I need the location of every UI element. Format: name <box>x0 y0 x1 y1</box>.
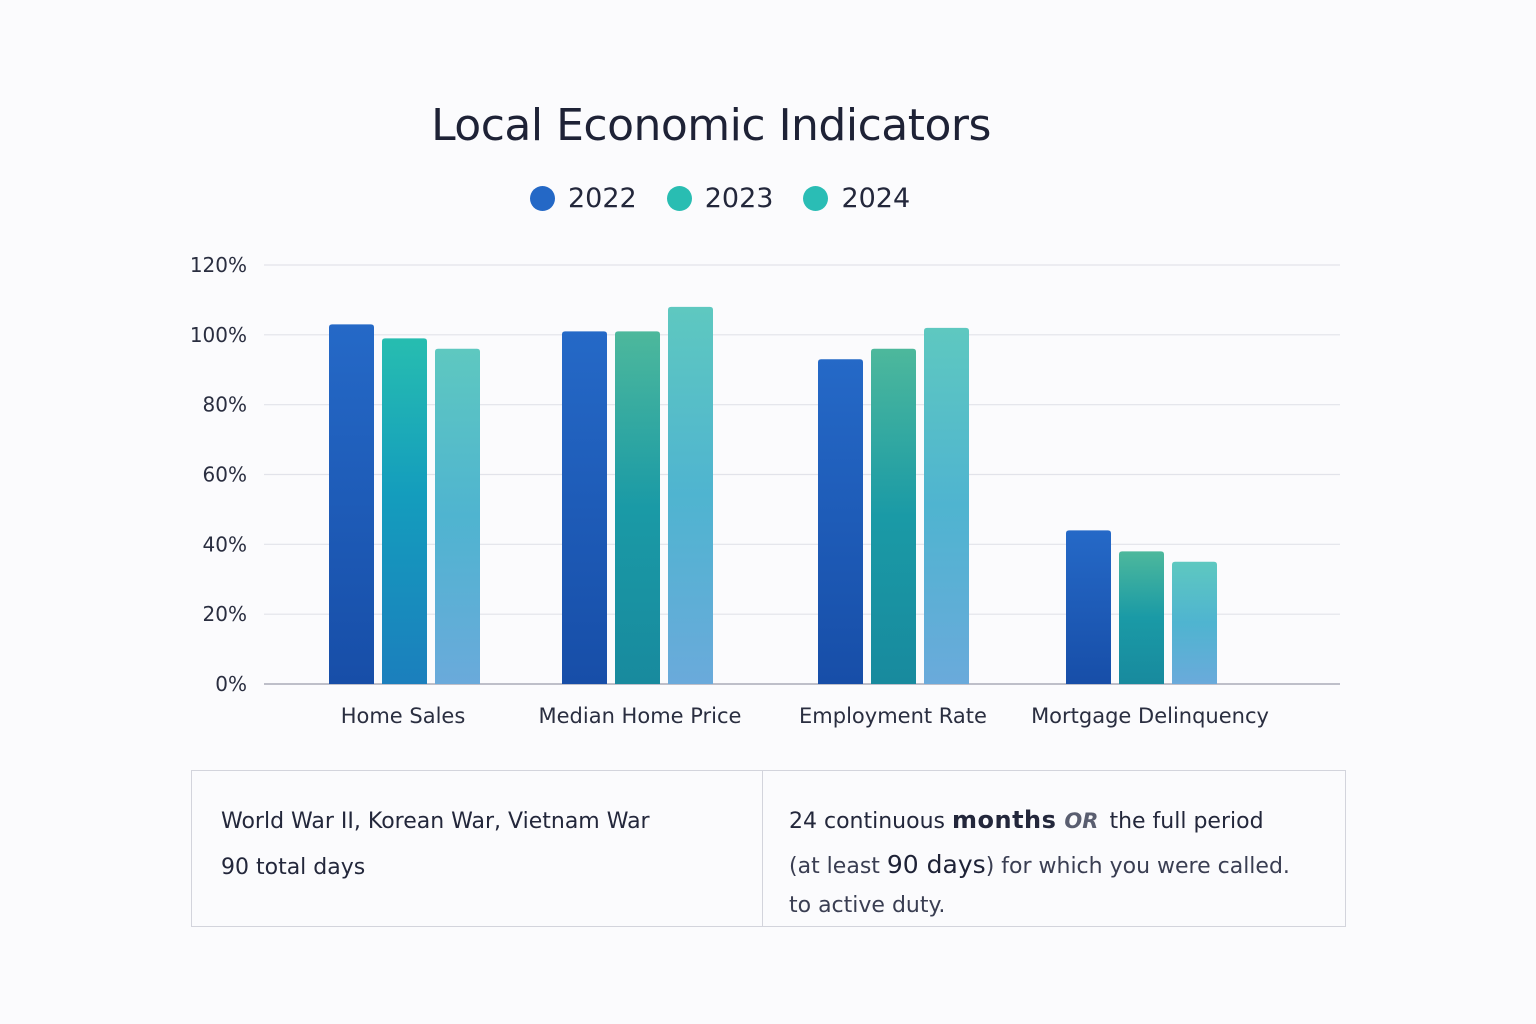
legend-item-2022[interactable]: 2022 <box>530 183 637 214</box>
text: 24 continuous <box>789 809 952 834</box>
text: (at least <box>789 854 887 879</box>
bar-2024-mortgage-delinquency[interactable] <box>1172 561 1217 684</box>
y-tick-label: 40% <box>203 532 247 556</box>
x-axis: Home Sales Median Home Price Employment Ra… <box>341 704 1269 728</box>
y-tick-label: 20% <box>203 602 247 626</box>
legend-item-2023[interactable]: 2023 <box>666 182 774 214</box>
chart-title: Local Economic Indicators <box>431 100 991 151</box>
requirement-line-2: (at least 90 days) for which you were ca… <box>789 843 1345 888</box>
bar-2022-home-sales[interactable] <box>329 324 374 684</box>
legend-item-2024[interactable]: 2024 <box>803 183 910 214</box>
text: the full period <box>1102 809 1264 834</box>
bar-2024-employment-rate[interactable] <box>924 327 969 684</box>
legend-dot-icon <box>803 185 829 211</box>
y-tick-label: 120% <box>190 253 247 277</box>
info-cell-right: 24 continuous months OR the full period (… <box>763 771 1345 926</box>
legend-label: 2023 <box>704 182 774 214</box>
bar-2024-home-sales[interactable] <box>435 348 480 684</box>
bar-2023-mortgage-delinquency[interactable] <box>1119 551 1164 684</box>
x-category-label: Mortgage Delinquency <box>1031 704 1269 728</box>
bold-months: months <box>951 806 1057 834</box>
requirement-line-3: to active duty. <box>789 893 946 918</box>
requirement-line-1: 24 continuous months OR the full period <box>789 799 1345 843</box>
y-tick-label: 0% <box>215 672 247 696</box>
bar-2022-mortgage-delinquency[interactable] <box>1066 530 1111 684</box>
bars <box>329 306 1217 684</box>
ninety-days-text: 90 days <box>886 850 986 879</box>
or-text: OR <box>1064 809 1099 833</box>
legend-dot-icon <box>530 185 555 211</box>
y-tick-label: 60% <box>203 463 247 487</box>
legend: 2022 2023 2024 <box>530 180 940 216</box>
bar-2023-median-home-price[interactable] <box>615 331 660 684</box>
y-tick-label: 100% <box>190 323 247 347</box>
legend-label: 2024 <box>841 182 911 214</box>
conflicts-text: World War II, Korean War, Vietnam War <box>221 809 650 834</box>
bar-2022-employment-rate[interactable] <box>818 359 863 684</box>
bar-2023-home-sales[interactable] <box>382 338 427 684</box>
info-cell-left: World War II, Korean War, Vietnam War 90… <box>192 771 763 926</box>
bar-chart: 0% 20% 40% 60% 80% 100% 120% Home Sales Median … <box>190 253 1340 728</box>
x-category-label: Employment Rate <box>799 704 987 728</box>
x-category-label: Home Sales <box>341 704 466 728</box>
x-category-label: Median Home Price <box>539 704 742 728</box>
bar-2022-median-home-price[interactable] <box>562 331 607 684</box>
text: ) for which you were called. <box>985 854 1290 879</box>
info-table: World War II, Korean War, Vietnam War 90… <box>191 770 1346 927</box>
legend-dot-icon <box>666 185 692 211</box>
total-days-text: 90 total days <box>221 855 366 880</box>
bar-2023-employment-rate[interactable] <box>871 348 916 684</box>
y-axis: 0% 20% 40% 60% 80% 100% 120% <box>190 253 247 696</box>
bar-2024-median-home-price[interactable] <box>668 306 713 684</box>
y-tick-label: 80% <box>203 393 247 417</box>
legend-label: 2022 <box>568 182 637 214</box>
